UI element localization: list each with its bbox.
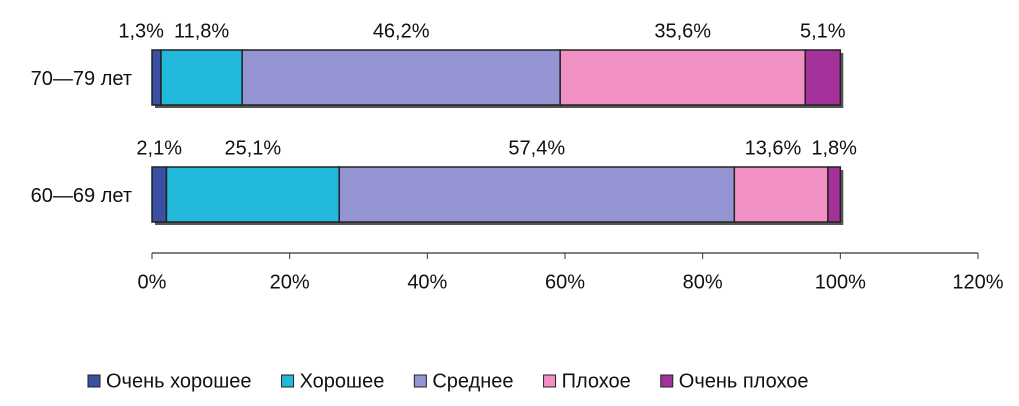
value-label: 1,8% <box>811 137 857 159</box>
bar-segment <box>160 49 243 106</box>
x-tick-label: 120% <box>952 271 1003 293</box>
value-label: 35,6% <box>654 20 711 42</box>
legend-swatch <box>543 374 557 388</box>
y-tick-label: 70—79 лет <box>31 68 132 90</box>
bar-segment <box>733 166 829 223</box>
value-label: 13,6% <box>745 137 802 159</box>
legend-swatch <box>660 374 674 388</box>
legend-label: Хорошее <box>300 370 385 392</box>
bar-segment <box>151 166 168 223</box>
bar-segment <box>559 49 806 106</box>
bar-segment <box>241 49 561 106</box>
legend-label: Плохое <box>562 370 631 392</box>
legend-swatch <box>413 374 427 388</box>
legend-label: Очень хорошее <box>106 370 252 392</box>
legend-label: Среднее <box>432 370 513 392</box>
legend-swatch <box>281 374 295 388</box>
bar-segment <box>827 166 842 223</box>
x-tick-label: 40% <box>407 271 447 293</box>
value-label: 2,1% <box>136 137 182 159</box>
x-tick-label: 0% <box>138 271 167 293</box>
value-label: 1,3% <box>118 20 164 42</box>
x-tick-label: 60% <box>545 271 585 293</box>
x-tick-label: 100% <box>815 271 866 293</box>
value-label: 25,1% <box>224 137 281 159</box>
value-label: 57,4% <box>508 137 565 159</box>
x-tick-label: 80% <box>683 271 723 293</box>
value-label: 11,8% <box>174 20 229 42</box>
x-tick-label: 20% <box>270 271 310 293</box>
y-tick-label: 60—69 лет <box>31 185 132 207</box>
bar-segment <box>804 49 842 106</box>
bar-segment <box>338 166 736 223</box>
bar-segment <box>165 166 340 223</box>
value-label: 5,1% <box>800 20 846 42</box>
bar-segment <box>151 49 162 106</box>
value-label: 46,2% <box>373 20 430 42</box>
legend-label: Очень плохое <box>679 370 809 392</box>
legend-swatch <box>87 374 101 388</box>
